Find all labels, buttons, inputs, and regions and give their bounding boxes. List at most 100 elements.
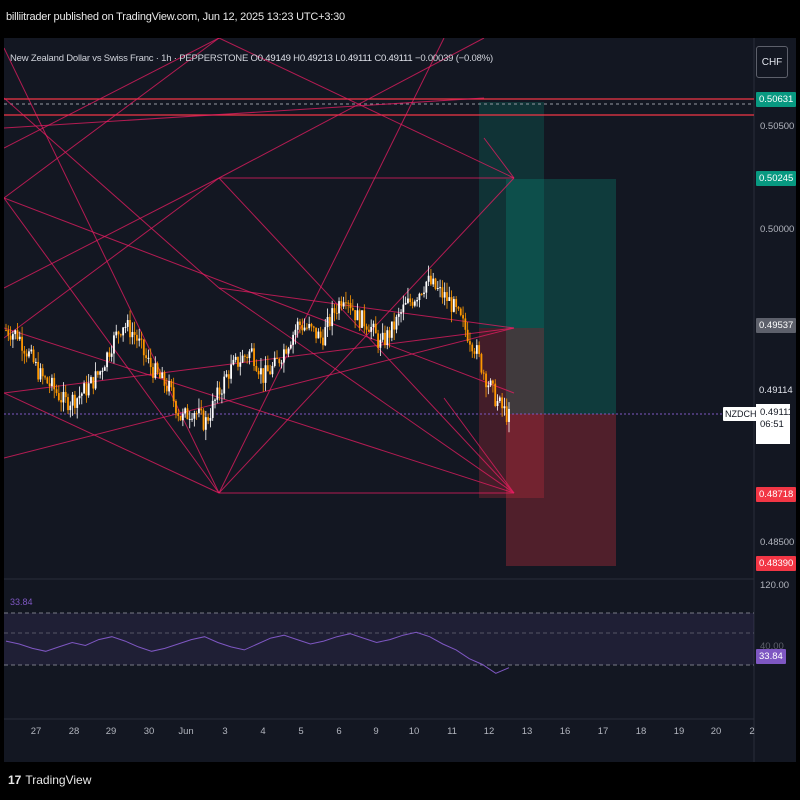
candle — [11, 331, 14, 348]
candle — [9, 326, 12, 346]
candle — [427, 265, 430, 287]
time-label-5: 3 — [222, 726, 228, 737]
fan-line-23 — [4, 38, 220, 149]
candle — [158, 369, 161, 379]
candle — [25, 349, 28, 363]
candle — [446, 282, 448, 309]
legend-c-label: C — [374, 53, 381, 64]
candle — [64, 385, 67, 403]
badge-top-target: 0.50631 — [756, 92, 797, 107]
fan-line-10 — [218, 38, 485, 179]
rsi-axis-top: 120.00 — [760, 580, 790, 591]
fan-line-22 — [4, 177, 220, 339]
candle — [372, 320, 375, 337]
candle — [358, 308, 361, 331]
candle — [170, 379, 173, 391]
time-label-19: 2 — [749, 726, 755, 737]
candle — [241, 349, 244, 363]
candle — [496, 394, 499, 411]
candle — [292, 331, 295, 354]
candle — [425, 280, 428, 300]
candle — [347, 300, 350, 314]
fan-line-17 — [443, 397, 515, 494]
candle — [473, 347, 476, 359]
time-label-11: 11 — [447, 726, 457, 737]
legend-open: 0.49149 — [257, 53, 291, 64]
legend-h-label: H — [293, 53, 300, 64]
candle — [76, 397, 79, 419]
candle — [122, 327, 125, 342]
chart-frame — [4, 38, 796, 762]
time-label-9: 9 — [373, 726, 379, 737]
candle — [80, 392, 83, 405]
candle — [335, 304, 338, 320]
candle — [459, 307, 462, 317]
fan-lines — [4, 38, 515, 494]
fan-line-4 — [4, 177, 220, 289]
candle — [475, 339, 478, 360]
candle — [411, 298, 414, 309]
candle — [44, 374, 46, 380]
candle — [71, 391, 74, 416]
tv-icon: 17 — [8, 773, 22, 787]
candle — [340, 296, 343, 311]
candle — [67, 393, 69, 414]
candle — [271, 362, 274, 378]
candle — [466, 321, 469, 343]
price-chart[interactable] — [4, 38, 796, 762]
candle — [464, 312, 467, 337]
candle — [395, 314, 398, 334]
time-label-13: 13 — [521, 726, 533, 737]
time-label-18: 20 — [710, 726, 722, 737]
candle — [200, 400, 203, 415]
candle — [145, 348, 148, 363]
candle — [294, 324, 297, 345]
candle — [448, 286, 451, 302]
candle — [266, 355, 269, 372]
time-label-4: Jun — [178, 726, 194, 737]
badge-stop-2: 0.48390 — [756, 556, 797, 571]
candle — [418, 292, 421, 308]
candle — [227, 370, 230, 389]
candle — [404, 296, 407, 305]
fan-line-0 — [4, 38, 220, 199]
price-tick-0: 0.50500 — [760, 121, 795, 132]
time-label-7: 5 — [298, 726, 304, 737]
candle — [450, 290, 453, 323]
candle — [156, 361, 159, 375]
symbol-legend[interactable]: New Zealand Dollar vs Swiss Franc · 1h ·… — [10, 53, 493, 64]
time-label-17: 19 — [673, 726, 685, 737]
stop-loss-zone — [506, 414, 616, 566]
candle — [126, 314, 129, 332]
candle — [7, 325, 10, 342]
bar-countdown: 06:51 — [760, 419, 784, 430]
candle — [28, 348, 30, 359]
candle — [147, 349, 150, 364]
candle — [140, 331, 143, 349]
candle — [51, 374, 53, 391]
candle — [154, 356, 157, 380]
candle — [179, 415, 182, 421]
fan-line-20 — [218, 287, 515, 494]
candle — [191, 412, 193, 422]
candle — [175, 399, 177, 419]
currency-button[interactable]: CHF — [756, 46, 788, 78]
candle — [480, 352, 483, 375]
time-label-2: 29 — [105, 726, 117, 737]
candle — [87, 374, 90, 398]
candle — [276, 350, 278, 360]
candle — [18, 331, 21, 342]
legend-low: 0.49111 — [340, 53, 372, 64]
candle — [436, 281, 439, 291]
candle — [384, 325, 386, 349]
candle — [90, 375, 92, 384]
rsi-band — [4, 613, 754, 665]
candle — [186, 404, 189, 420]
candle — [310, 322, 313, 332]
candle — [149, 348, 152, 375]
legend-close: 0.49111 — [380, 53, 413, 64]
candle — [452, 296, 455, 313]
candle — [503, 397, 506, 416]
badge-stop-1: 0.48718 — [756, 487, 797, 502]
candle — [133, 321, 136, 345]
